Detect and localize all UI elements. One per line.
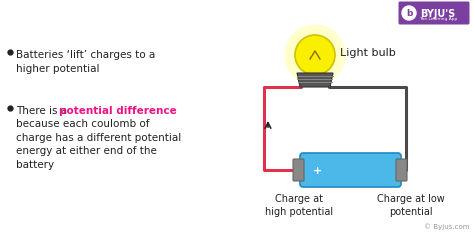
- Text: potential difference: potential difference: [59, 106, 177, 116]
- Circle shape: [402, 6, 416, 20]
- FancyBboxPatch shape: [293, 159, 304, 181]
- Text: Light bulb: Light bulb: [340, 48, 396, 58]
- Text: Charge at low
potential: Charge at low potential: [377, 194, 445, 217]
- FancyBboxPatch shape: [300, 153, 401, 187]
- Text: +: +: [313, 166, 323, 176]
- Text: because each coulomb of
charge has a different potential
energy at either end of: because each coulomb of charge has a dif…: [16, 119, 181, 170]
- FancyBboxPatch shape: [396, 159, 407, 181]
- Circle shape: [285, 25, 345, 85]
- FancyBboxPatch shape: [399, 1, 470, 24]
- Text: Batteries ‘lift’ charges to a
higher potential: Batteries ‘lift’ charges to a higher pot…: [16, 50, 155, 74]
- Text: Charge at
high potential: Charge at high potential: [265, 194, 333, 217]
- Circle shape: [289, 29, 341, 81]
- Circle shape: [295, 35, 335, 75]
- Text: There is a: There is a: [16, 106, 70, 116]
- Text: The Learning App: The Learning App: [419, 17, 457, 21]
- Polygon shape: [297, 73, 333, 87]
- Text: BYJU'S: BYJU'S: [420, 9, 456, 19]
- Text: b: b: [406, 8, 412, 17]
- Text: © Byjus.com: © Byjus.com: [425, 223, 470, 230]
